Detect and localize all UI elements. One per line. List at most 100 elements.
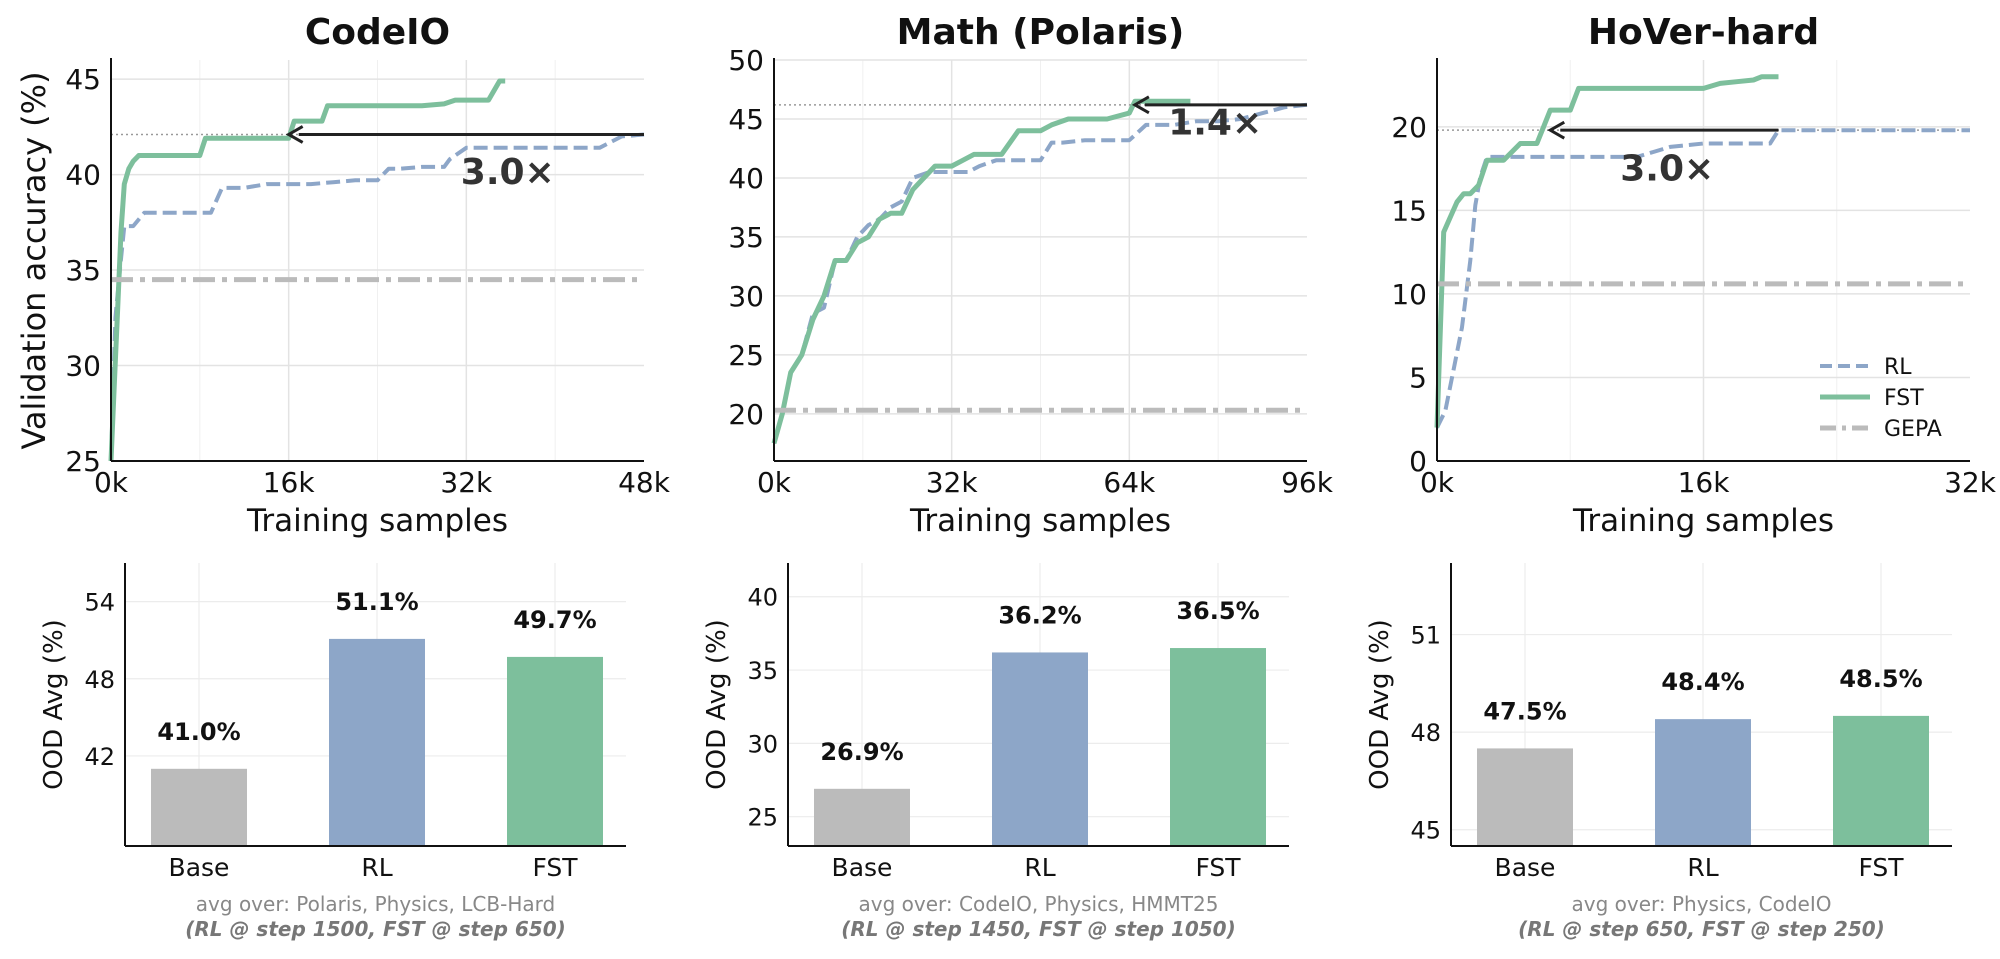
panel-title: CodeIO [305,12,450,53]
speedup-arrow-head [1131,95,1150,115]
bar-rl [992,652,1088,846]
bar-value-label: 48.4% [1661,668,1744,696]
y-tick-label: 51 [1410,622,1441,650]
speedup-label: 1.4× [1168,102,1262,143]
hover-hard-ood-bar-panel: 47.5% Base 48.4% RL 48.5% FST 45 48 51 OOD Avg (%… [1365,563,1952,941]
y-tick-label: 50 [728,44,764,77]
bar-base [814,788,910,846]
x-category-label: FST [1858,853,1904,882]
ood-note-datasets: avg over: CodeIO, Physics, HMMT25 [859,892,1219,916]
y-tick-label: 35 [65,254,101,287]
x-category-label: FST [532,853,578,882]
bar-fst [1170,648,1266,846]
x-category-label: FST [1195,853,1241,882]
x-tick-label: 32k [926,466,979,499]
series-line-rl [109,132,645,462]
x-tick-label: 64k [1103,466,1156,499]
codeio-ood-bar-panel: 41.0% Base 51.1% RL 49.7% FST 42 48 54 OOD Avg (%… [39,563,626,941]
hover-hard-accuracy-panel: 3.0× 0k 16k 32k 0 5 10 15 20 HoVer-hard Training s… [1391,12,1996,539]
bar-value-label: 51.1% [335,588,418,616]
x-tick-label: 16k [263,466,316,499]
y-tick-label: 30 [728,280,764,313]
x-axis-label: Training samples [246,503,508,539]
legend-label-rl: RL [1884,355,1912,380]
bar-value-label: 48.5% [1839,665,1922,693]
x-category-label: RL [1687,853,1718,882]
ood-note-steps: (RL @ step 650, FST @ step 250) [1518,917,1885,941]
y-axis-label: OOD Avg (%) [1365,619,1395,790]
bar-value-label: 41.0% [157,718,240,746]
y-tick-label: 15 [1391,194,1427,227]
x-category-label: Base [832,853,893,882]
x-tick-label: 96k [1281,466,1334,499]
x-tick-label: 32k [1944,466,1997,499]
y-tick-label: 45 [728,103,764,136]
bar-value-label: 36.2% [998,601,1081,629]
y-tick-label: 42 [84,743,115,771]
y-axis-label: OOD Avg (%) [39,619,69,790]
y-tick-label: 25 [65,445,101,478]
y-tick-label: 40 [65,159,101,192]
y-tick-label: 35 [747,657,778,685]
bar-value-label: 47.5% [1483,697,1566,725]
ood-note-datasets: avg over: Polaris, Physics, LCB-Hard [196,892,555,916]
ood-note-steps: (RL @ step 1450, FST @ step 1050) [841,917,1236,941]
panel-title: HoVer-hard [1588,12,1819,53]
y-tick-label: 25 [728,339,764,372]
codeio-accuracy-panel: 3.0× 0k 16k 32k 48k 25 30 35 40 45 CodeIO Training … [15,12,671,539]
legend-label-gepa: GEPA [1884,417,1942,442]
x-axis-label: Training samples [1572,503,1834,539]
y-tick-label: 40 [747,584,778,612]
panel-title: Math (Polaris) [897,12,1185,53]
ood-note-datasets: avg over: Physics, CodeIO [1571,892,1831,916]
y-tick-label: 45 [65,63,101,96]
y-tick-label: 25 [747,804,778,832]
x-category-label: RL [1024,853,1055,882]
speedup-arrow-head [285,125,304,144]
ood-note-steps: (RL @ step 1500, FST @ step 650) [185,917,566,941]
bar-base [151,768,247,846]
speedup-arrow-head [1547,120,1566,140]
math-polaris-accuracy-panel: 1.4× 0k 32k 64k 96k 20 25 30 35 40 45 50 Math (Polar… [728,12,1333,539]
bar-base [1477,748,1573,846]
y-tick-label: 54 [84,589,115,617]
y-tick-label: 30 [65,350,101,383]
speedup-label: 3.0× [1620,148,1714,189]
y-tick-label: 35 [728,221,764,254]
math-polaris-ood-bar-panel: 26.9% Base 36.2% RL 36.5% FST 25 30 35 40 OOD Avg … [702,563,1289,941]
y-tick-label: 40 [728,162,764,195]
y-tick-label: 10 [1391,278,1427,311]
y-tick-label: 48 [84,666,115,694]
bar-rl [329,638,425,846]
series-line-fst [108,78,506,462]
bar-value-label: 49.7% [513,606,596,634]
x-tick-label: 0k [1420,466,1455,499]
x-axis-label: Training samples [909,503,1171,539]
speedup-label: 3.0× [461,152,555,193]
bar-value-label: 36.5% [1176,597,1259,625]
y-axis-label: Validation accuracy (%) [15,71,53,449]
x-category-label: RL [361,853,392,882]
x-tick-label: 0k [94,466,129,499]
bar-rl [1655,719,1751,846]
y-tick-label: 20 [728,398,764,431]
y-tick-label: 5 [1409,361,1427,394]
x-tick-label: 0k [757,466,792,499]
y-tick-label: 45 [1410,817,1441,845]
y-tick-label: 0 [1409,445,1427,478]
x-category-label: Base [169,853,230,882]
series-line-fst [1434,74,1779,428]
x-tick-label: 16k [1678,466,1731,499]
bar-fst [507,656,603,846]
bar-value-label: 26.9% [820,738,903,766]
y-axis-label: OOD Avg (%) [702,619,732,790]
y-tick-label: 30 [747,730,778,758]
y-tick-label: 20 [1391,111,1427,144]
series-line-fst [771,98,1191,444]
legend-label-fst: FST [1884,386,1924,411]
x-tick-label: 32k [440,466,493,499]
x-category-label: Base [1495,853,1556,882]
y-tick-label: 48 [1410,719,1441,747]
x-tick-label: 48k [618,466,671,499]
